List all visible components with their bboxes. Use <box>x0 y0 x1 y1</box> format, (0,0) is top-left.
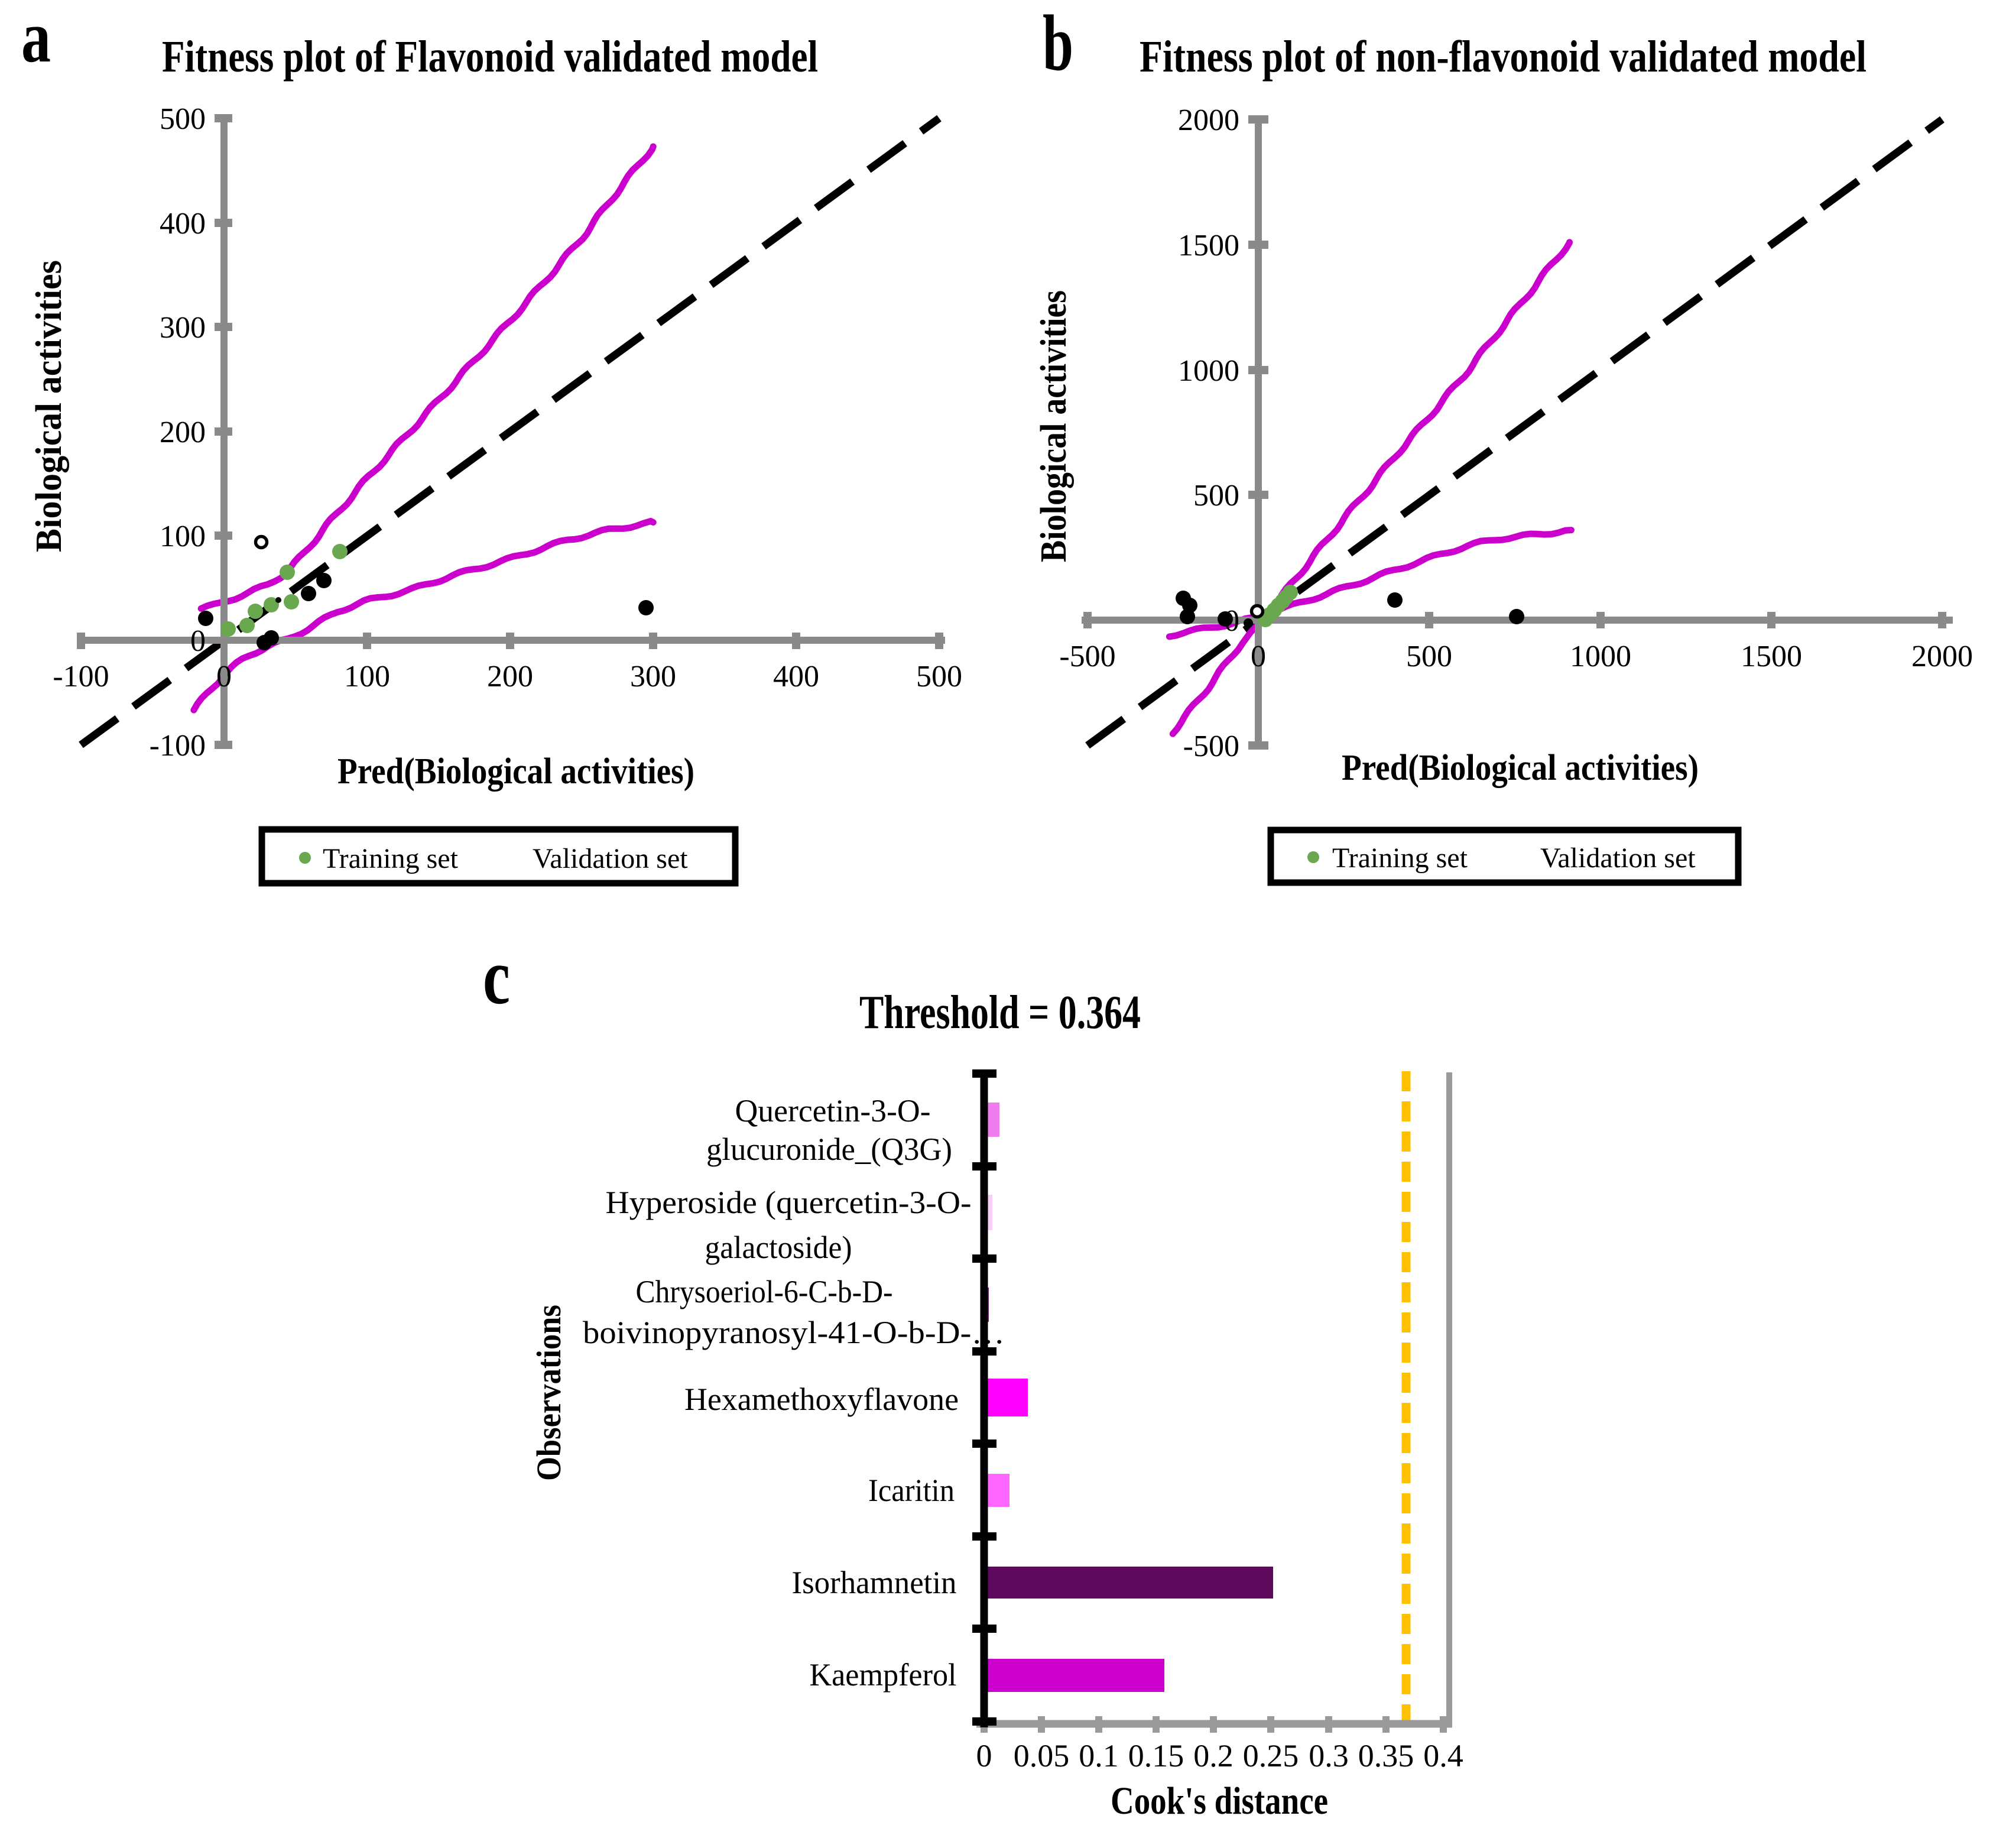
svg-text:0.3: 0.3 <box>1309 1738 1349 1774</box>
svg-text:Fitness plot of non-flavonoid: Fitness plot of non-flavonoid validated … <box>1140 32 1867 82</box>
svg-text:0.4: 0.4 <box>1423 1738 1463 1774</box>
svg-text:500: 500 <box>1406 640 1452 673</box>
svg-text:0.15: 0.15 <box>1128 1738 1184 1774</box>
svg-text:1500: 1500 <box>1741 640 1802 673</box>
svg-text:400: 400 <box>160 207 206 241</box>
svg-text:Threshold = 0.364: Threshold = 0.364 <box>859 987 1141 1039</box>
svg-text:c: c <box>483 933 510 1021</box>
svg-text:-500: -500 <box>1183 730 1239 763</box>
svg-text:200: 200 <box>160 416 206 449</box>
svg-text:1000: 1000 <box>1570 640 1631 673</box>
svg-text:400: 400 <box>773 660 819 693</box>
svg-text:Validation set: Validation set <box>1540 842 1696 874</box>
svg-text:2000: 2000 <box>1911 640 1973 673</box>
svg-text:galactoside): galactoside) <box>705 1230 852 1265</box>
svg-text:0: 0 <box>1251 640 1266 673</box>
svg-text:300: 300 <box>630 660 676 693</box>
svg-text:Observations: Observations <box>530 1305 568 1481</box>
svg-text:500: 500 <box>916 660 962 693</box>
svg-text:300: 300 <box>160 311 206 345</box>
svg-text:500: 500 <box>1193 479 1239 513</box>
svg-text:0: 0 <box>190 624 206 658</box>
svg-text:100: 100 <box>160 520 206 553</box>
svg-text:Training set: Training set <box>1332 842 1468 874</box>
svg-text:Chrysoeriol-6-C-b-D-: Chrysoeriol-6-C-b-D- <box>636 1274 893 1309</box>
svg-text:0: 0 <box>216 660 232 693</box>
svg-text:Quercetin-3-O-: Quercetin-3-O- <box>735 1093 931 1129</box>
svg-text:1000: 1000 <box>1178 354 1239 388</box>
svg-text:-100: -100 <box>53 660 109 693</box>
svg-text:2000: 2000 <box>1178 103 1239 137</box>
svg-text:0.1: 0.1 <box>1079 1738 1119 1774</box>
svg-text:Isorhamnetin: Isorhamnetin <box>792 1565 957 1600</box>
svg-text:Icaritin: Icaritin <box>868 1473 955 1508</box>
svg-text:Pred(Biological activities): Pred(Biological activities) <box>337 751 694 792</box>
svg-text:Biological activities: Biological activities <box>1034 290 1074 562</box>
svg-text:Validation set: Validation set <box>533 843 688 874</box>
svg-text:a: a <box>21 0 51 78</box>
svg-text:100: 100 <box>344 660 390 693</box>
svg-text:-100: -100 <box>150 729 206 763</box>
svg-text:Hyperoside (quercetin-3-O-: Hyperoside (quercetin-3-O- <box>606 1185 972 1220</box>
svg-text:0.25: 0.25 <box>1243 1738 1299 1774</box>
svg-text:boivinopyranosyl-41-O-b-D-…: boivinopyranosyl-41-O-b-D-… <box>583 1315 1005 1350</box>
svg-text:b: b <box>1043 0 1073 87</box>
svg-text:glucuronide_(Q3G): glucuronide_(Q3G) <box>706 1132 952 1167</box>
svg-text:500: 500 <box>160 102 206 136</box>
svg-text:0.05: 0.05 <box>1014 1738 1070 1774</box>
svg-text:200: 200 <box>487 660 533 693</box>
svg-text:Training set: Training set <box>323 843 459 874</box>
svg-text:Pred(Biological activities): Pred(Biological activities) <box>1342 748 1699 788</box>
svg-text:0: 0 <box>976 1738 992 1774</box>
svg-text:Hexamethoxyflavone: Hexamethoxyflavone <box>684 1382 959 1417</box>
svg-text:Kaempferol: Kaempferol <box>810 1657 957 1693</box>
svg-text:Biological activities: Biological activities <box>29 260 69 552</box>
svg-text:0.2: 0.2 <box>1193 1738 1234 1774</box>
svg-text:-500: -500 <box>1059 640 1115 673</box>
svg-text:Cook's distance: Cook's distance <box>1111 1779 1328 1823</box>
svg-text:1500: 1500 <box>1178 229 1239 262</box>
svg-text:0.35: 0.35 <box>1358 1738 1414 1774</box>
svg-text:Fitness plot of Flavonoid vali: Fitness plot of Flavonoid validated mode… <box>162 32 818 82</box>
